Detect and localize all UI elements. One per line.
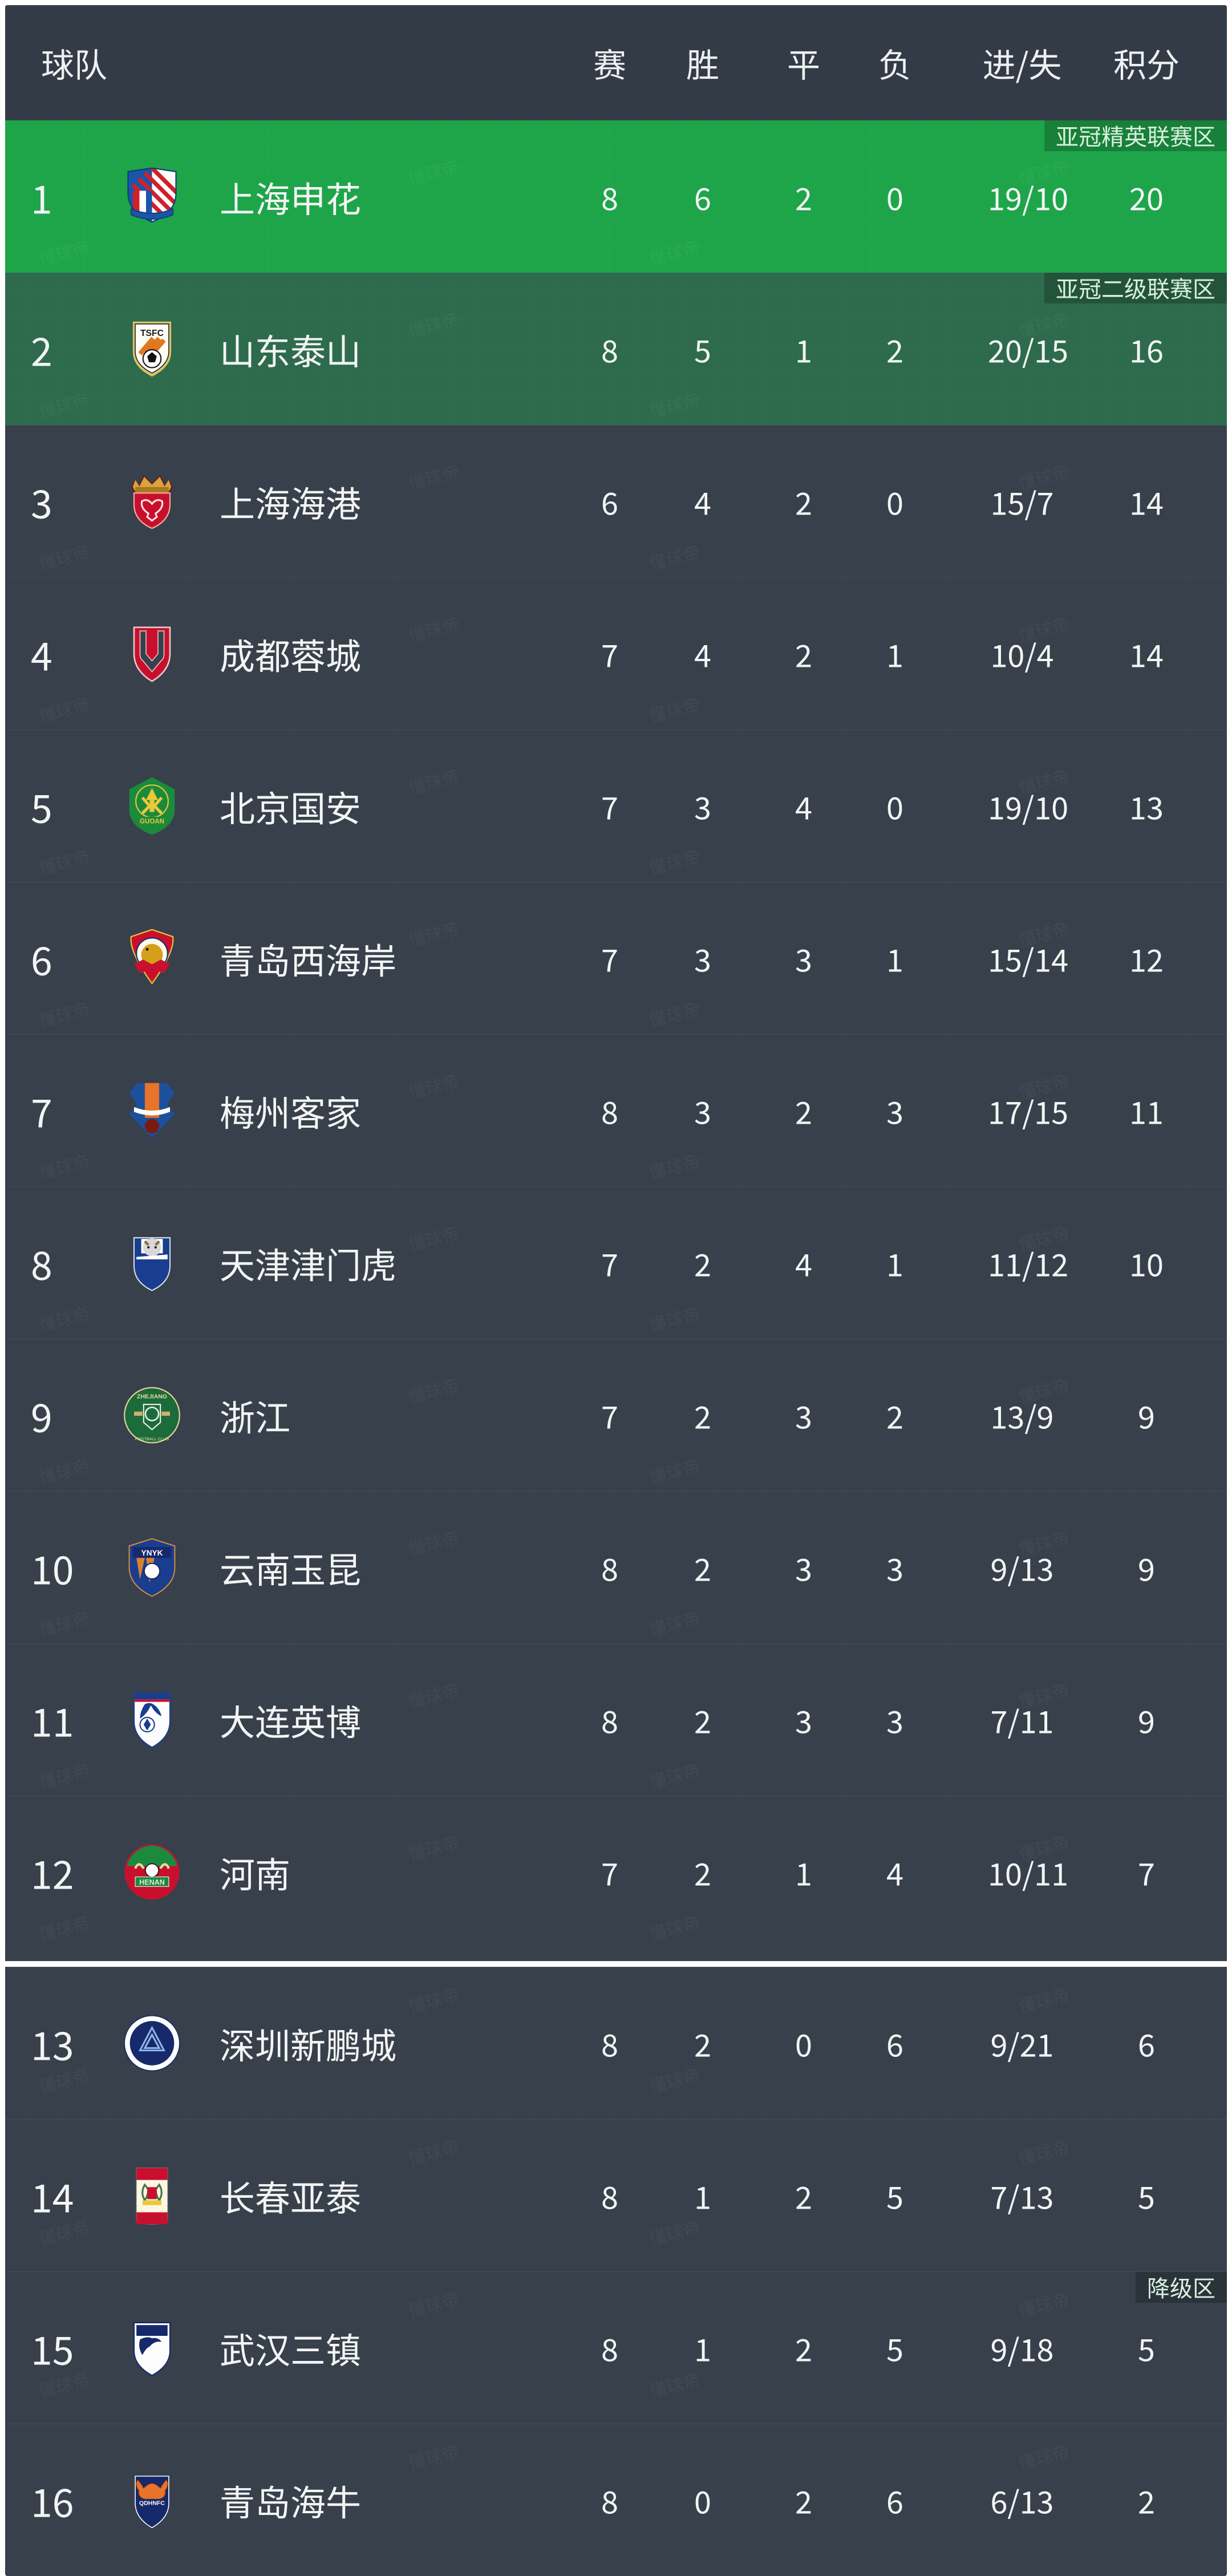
svg-text:ZHEJIANG: ZHEJIANG xyxy=(137,1394,167,1400)
svg-text:GUOAN: GUOAN xyxy=(140,818,164,825)
svg-text:YNYK: YNYK xyxy=(141,1549,163,1557)
svg-text:TSFC: TSFC xyxy=(140,328,164,338)
svg-text:QDHNFC: QDHNFC xyxy=(139,2500,165,2506)
svg-text:HENAN: HENAN xyxy=(139,1878,165,1886)
svg-text:FOOTBALL CLUB: FOOTBALL CLUB xyxy=(135,1436,169,1441)
